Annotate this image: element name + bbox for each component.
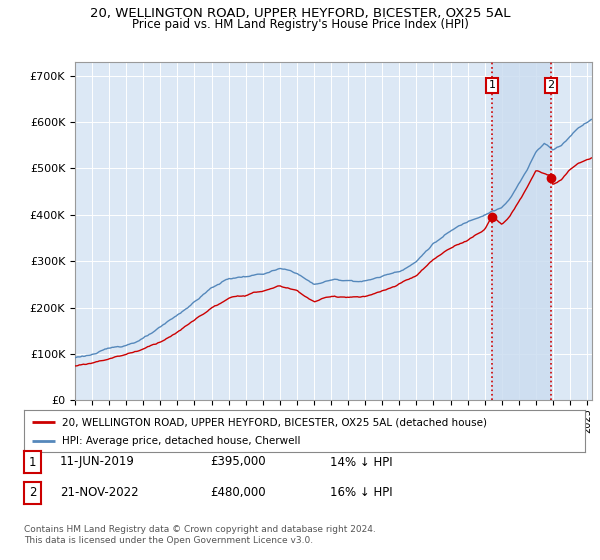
- Text: 11-JUN-2019: 11-JUN-2019: [60, 455, 135, 469]
- Text: 1: 1: [29, 455, 36, 469]
- Text: 2: 2: [29, 486, 36, 500]
- Text: Price paid vs. HM Land Registry's House Price Index (HPI): Price paid vs. HM Land Registry's House …: [131, 18, 469, 31]
- Text: Contains HM Land Registry data © Crown copyright and database right 2024.
This d: Contains HM Land Registry data © Crown c…: [24, 525, 376, 545]
- Text: 14% ↓ HPI: 14% ↓ HPI: [330, 455, 392, 469]
- Text: 21-NOV-2022: 21-NOV-2022: [60, 486, 139, 500]
- Text: £480,000: £480,000: [210, 486, 266, 500]
- Text: 2: 2: [548, 80, 554, 90]
- Text: 16% ↓ HPI: 16% ↓ HPI: [330, 486, 392, 500]
- Text: HPI: Average price, detached house, Cherwell: HPI: Average price, detached house, Cher…: [62, 436, 301, 446]
- Text: 1: 1: [488, 80, 496, 90]
- Text: 20, WELLINGTON ROAD, UPPER HEYFORD, BICESTER, OX25 5AL: 20, WELLINGTON ROAD, UPPER HEYFORD, BICE…: [90, 7, 510, 20]
- Bar: [492, 62, 551, 400]
- Text: £395,000: £395,000: [210, 455, 266, 469]
- Text: 20, WELLINGTON ROAD, UPPER HEYFORD, BICESTER, OX25 5AL (detached house): 20, WELLINGTON ROAD, UPPER HEYFORD, BICE…: [62, 417, 487, 427]
